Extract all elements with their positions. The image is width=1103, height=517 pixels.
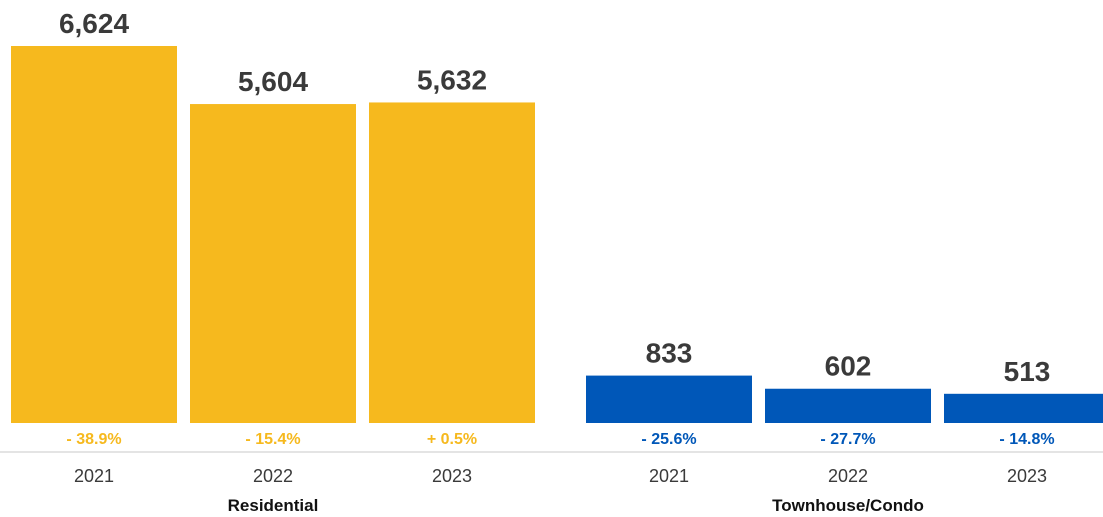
year-tick-townhouse-condo-2023: 2023	[1007, 466, 1047, 486]
year-tick-townhouse-condo-2021: 2021	[649, 466, 689, 486]
labels-layer: 6,624 - 38.9% 2021 5,604 - 15.4% 2022 5,632 + 0…	[59, 8, 1055, 515]
change-label-townhouse-condo-2021: - 25.6%	[641, 431, 696, 448]
change-label-townhouse-condo-2022: - 27.7%	[820, 431, 875, 448]
group-label-residential: Residential	[228, 496, 319, 515]
year-tick-residential-2023: 2023	[432, 466, 472, 486]
bar-townhouse-condo-2022	[765, 388, 931, 423]
value-label-townhouse-condo-2023: 513	[1004, 356, 1051, 387]
value-label-residential-2021: 6,624	[59, 8, 129, 39]
bar-residential-2021	[11, 46, 177, 423]
value-label-residential-2022: 5,604	[238, 66, 308, 97]
change-label-residential-2023: + 0.5%	[427, 431, 477, 448]
change-label-residential-2022: - 15.4%	[245, 431, 300, 448]
change-label-townhouse-condo-2023: - 14.8%	[999, 431, 1054, 448]
value-label-townhouse-condo-2021: 833	[646, 338, 693, 369]
year-tick-townhouse-condo-2022: 2022	[828, 466, 868, 486]
bars-layer	[11, 46, 1103, 424]
change-label-residential-2021: - 38.9%	[66, 431, 121, 448]
year-tick-residential-2021: 2021	[74, 466, 114, 486]
bar-townhouse-condo-2023	[944, 393, 1103, 423]
value-label-townhouse-condo-2022: 602	[825, 351, 872, 382]
value-label-residential-2023: 5,632	[417, 64, 487, 95]
bar-residential-2023	[369, 102, 535, 424]
year-tick-residential-2022: 2022	[253, 466, 293, 486]
group-label-townhouse-condo: Townhouse/Condo	[772, 496, 924, 515]
bar-townhouse-condo-2021	[586, 375, 752, 423]
bar-residential-2022	[190, 104, 356, 423]
